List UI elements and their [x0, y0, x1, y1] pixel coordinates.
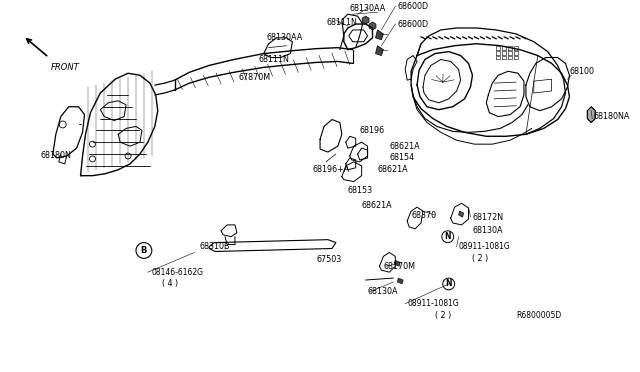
- Polygon shape: [369, 22, 376, 30]
- Polygon shape: [397, 278, 403, 284]
- Text: 68130AA: 68130AA: [267, 33, 303, 42]
- Text: 08911-1081G: 08911-1081G: [407, 299, 459, 308]
- Text: 68180NA: 68180NA: [593, 112, 630, 121]
- Text: ( 2 ): ( 2 ): [472, 254, 489, 263]
- Polygon shape: [376, 46, 383, 55]
- Text: 68172N: 68172N: [472, 212, 504, 221]
- Text: 68130AA: 68130AA: [349, 4, 386, 13]
- Polygon shape: [459, 211, 463, 217]
- Text: 68100: 68100: [570, 67, 595, 76]
- Text: ( 4 ): ( 4 ): [162, 279, 178, 288]
- Text: 68196+A: 68196+A: [312, 165, 349, 174]
- Polygon shape: [376, 30, 383, 40]
- Text: 68154: 68154: [389, 153, 415, 163]
- Text: ( 2 ): ( 2 ): [435, 311, 451, 320]
- Text: 68130A: 68130A: [367, 287, 398, 296]
- Text: 68621A: 68621A: [389, 142, 420, 151]
- Text: 68130A: 68130A: [472, 226, 503, 235]
- Polygon shape: [394, 260, 400, 266]
- Text: B: B: [141, 246, 147, 255]
- Text: 68111N: 68111N: [326, 17, 357, 26]
- Text: 68196: 68196: [360, 126, 385, 135]
- Polygon shape: [588, 107, 595, 122]
- Text: 68600D: 68600D: [397, 20, 428, 29]
- Text: 68621A: 68621A: [362, 201, 392, 210]
- Text: 67503: 67503: [316, 255, 341, 264]
- Text: N: N: [445, 232, 451, 241]
- Text: 68370: 68370: [411, 211, 436, 219]
- Polygon shape: [362, 16, 369, 24]
- Text: 67870M: 67870M: [239, 73, 271, 82]
- Text: 68621A: 68621A: [378, 165, 408, 174]
- Text: 68170M: 68170M: [383, 262, 415, 271]
- Text: 68180N: 68180N: [41, 151, 72, 160]
- Text: R6800005D: R6800005D: [516, 311, 561, 320]
- Text: 68310B: 68310B: [199, 242, 230, 251]
- Text: 08911-1081G: 08911-1081G: [459, 242, 510, 251]
- Text: 68153: 68153: [348, 186, 373, 195]
- Text: 68600D: 68600D: [397, 2, 428, 11]
- Text: 08146-6162G: 08146-6162G: [152, 267, 204, 277]
- Text: 68111N: 68111N: [259, 55, 289, 64]
- Text: FRONT: FRONT: [51, 63, 79, 73]
- Text: N: N: [445, 279, 452, 288]
